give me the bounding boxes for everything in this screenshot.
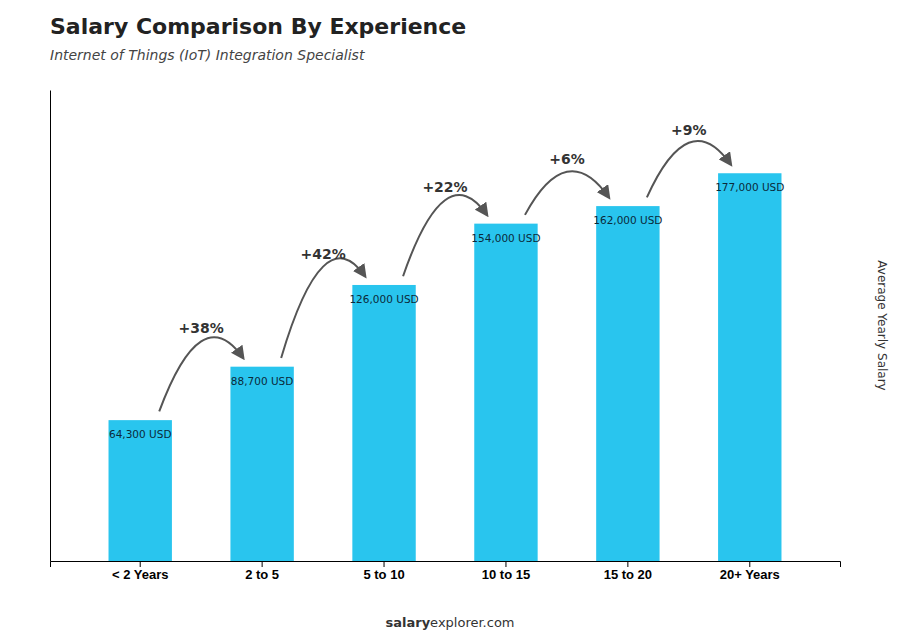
annotation: +38% xyxy=(179,320,224,336)
footer: salaryexplorer.com xyxy=(385,615,514,630)
bars xyxy=(109,173,782,561)
title: Salary Comparison By Experience xyxy=(50,14,466,39)
x-tick-label: < 2 Years xyxy=(112,567,169,582)
x-tick-label: 5 to 10 xyxy=(363,567,404,582)
y-axis-line xyxy=(50,91,51,562)
bar xyxy=(352,285,415,561)
x-tick-mark xyxy=(749,561,750,567)
x-axis: < 2 Years 2 to 5 5 to 10 10 to 15 15 to 20 20… xyxy=(51,561,841,582)
data-label: 88,700 USD xyxy=(231,375,294,387)
annotation: +42% xyxy=(300,246,345,262)
arc-arrow xyxy=(403,195,487,276)
data-label: 154,000 USD xyxy=(471,232,540,244)
bar xyxy=(230,367,293,561)
arc-arrow xyxy=(159,337,243,411)
x-tick: 5 to 10 xyxy=(363,561,404,582)
data-label: 64,300 USD xyxy=(109,428,172,440)
data-label: 162,000 USD xyxy=(593,214,662,226)
footer-part: explorer.com xyxy=(430,615,514,630)
x-tick: 10 to 15 xyxy=(482,561,530,582)
bar xyxy=(718,173,781,561)
arc-arrow xyxy=(281,258,365,358)
x-tick: 15 to 20 xyxy=(604,561,652,582)
bar xyxy=(596,206,659,561)
x-tick-mark xyxy=(627,561,628,567)
y-axis-label: Average Yearly Salary xyxy=(875,260,889,390)
annotation: +9% xyxy=(671,122,707,138)
x-axis-line xyxy=(51,562,841,568)
annotation: +6% xyxy=(549,151,585,167)
x-tick-label: 10 to 15 xyxy=(482,567,530,582)
bar xyxy=(109,420,172,561)
data-labels: 64,300 USD 88,700 USD 126,000 USD 154,000 U… xyxy=(109,181,784,440)
arc-arrow xyxy=(647,141,731,197)
bar xyxy=(474,224,537,561)
plot: < 2 Years 2 to 5 5 to 10 10 to 15 15 to 20 20… xyxy=(51,91,841,583)
x-tick-mark xyxy=(505,561,506,567)
y-axis xyxy=(50,91,51,562)
arc-arrow xyxy=(525,171,609,215)
subtitle: Internet of Things (IoT) Integration Spe… xyxy=(50,47,365,63)
x-tick: < 2 Years xyxy=(112,561,169,582)
x-tick-mark xyxy=(262,561,263,567)
chart: Salary Comparison By Experience Internet … xyxy=(0,0,900,641)
x-tick-mark xyxy=(384,561,385,567)
x-tick: 20+ Years xyxy=(720,561,780,582)
x-tick: 2 to 5 xyxy=(245,561,279,582)
x-tick-label: 15 to 20 xyxy=(604,567,652,582)
footer-part: salary xyxy=(385,615,430,630)
data-label: 177,000 USD xyxy=(715,181,784,193)
x-tick-label: 2 to 5 xyxy=(245,567,279,582)
annotations: +38% +42% +22% +6% +9% xyxy=(159,122,731,412)
x-tick-mark xyxy=(140,561,141,567)
data-label: 126,000 USD xyxy=(349,293,418,305)
annotation: +22% xyxy=(422,179,467,195)
x-tick-label: 20+ Years xyxy=(720,567,780,582)
